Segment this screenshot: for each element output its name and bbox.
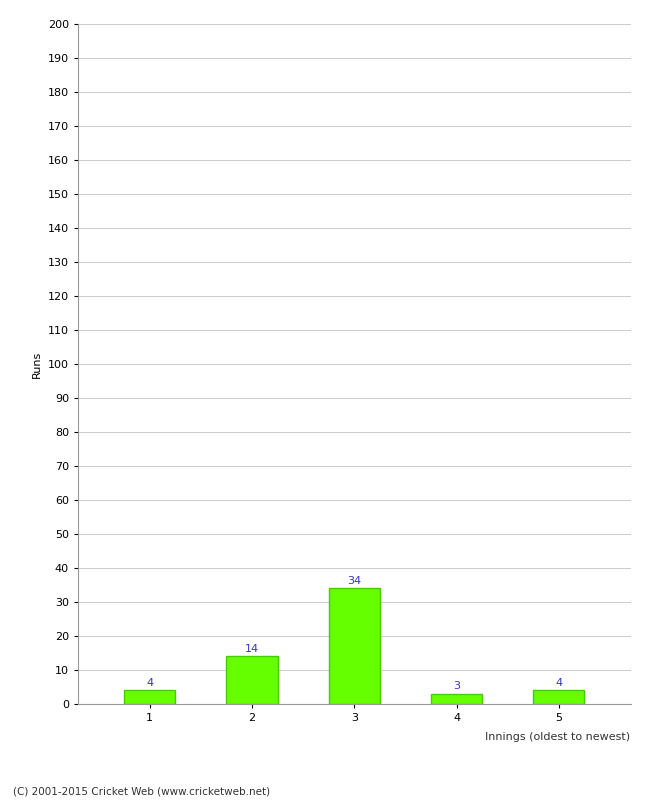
Bar <box>226 656 278 704</box>
Bar <box>431 694 482 704</box>
Text: 34: 34 <box>347 576 361 586</box>
Bar <box>533 690 584 704</box>
Bar <box>124 690 176 704</box>
Text: 4: 4 <box>555 678 562 688</box>
Y-axis label: Runs: Runs <box>32 350 42 378</box>
Bar <box>329 589 380 704</box>
Text: Innings (oldest to newest): Innings (oldest to newest) <box>486 732 630 742</box>
Text: 14: 14 <box>245 644 259 654</box>
Text: (C) 2001-2015 Cricket Web (www.cricketweb.net): (C) 2001-2015 Cricket Web (www.cricketwe… <box>13 786 270 796</box>
Text: 3: 3 <box>453 681 460 691</box>
Text: 4: 4 <box>146 678 153 688</box>
